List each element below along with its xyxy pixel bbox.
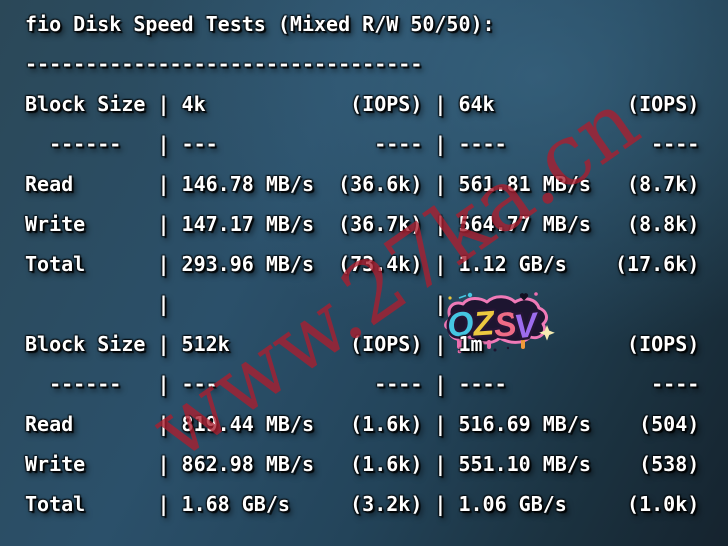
sticker-dot-cyan [467,292,473,298]
spacer-row: | | [25,292,447,316]
sticker-dash-cyan [458,294,467,299]
ozsv-sticker: O Z S V [442,292,555,354]
sticker-letter-z: Z [471,304,497,344]
write-row-4k-64k: Write | 147.17 MB/s (36.7k) | 564.77 MB/… [25,212,700,236]
heart-icon [519,293,529,301]
divider-row-512k-1m: ------ | --- ---- | ---- ---- [25,372,700,396]
sticker-drip [521,338,525,349]
fio-title: fio Disk Speed Tests (Mixed R/W 50/50): [25,12,495,36]
read-row-4k-64k: Read | 146.78 MB/s (36.6k) | 561.81 MB/s… [25,172,700,196]
divider-row-4k-64k: ------ | --- ---- | ---- ---- [25,132,700,156]
header-row-512k-1m: Block Size | 512k (IOPS) | 1m (IOPS) [25,332,700,356]
total-row-512k-1m: Total | 1.68 GB/s (3.2k) | 1.06 GB/s (1.… [25,492,700,516]
total-row-4k-64k: Total | 293.96 MB/s (73.4k) | 1.12 GB/s … [25,252,700,276]
sticker-dot-pink [534,292,538,296]
sparkle-icon [539,325,555,341]
sticker-speck [506,346,510,350]
sticker-letter-o: O [445,304,476,345]
sticker-dot-yellow [448,296,452,300]
sticker-speck [493,348,497,352]
header-row-4k-64k: Block Size | 4k (IOPS) | 64k (IOPS) [25,92,700,116]
read-row-512k-1m: Read | 819.44 MB/s (1.6k) | 516.69 MB/s … [25,412,700,436]
write-row-512k-1m: Write | 862.98 MB/s (1.6k) | 551.10 MB/s… [25,452,700,476]
sticker-drip [457,336,462,349]
sticker-drip-dot [457,349,462,354]
separator-line: --------------------------------- [25,52,423,76]
sticker-letter-s: S [493,306,517,345]
sticker-drip [487,340,491,349]
